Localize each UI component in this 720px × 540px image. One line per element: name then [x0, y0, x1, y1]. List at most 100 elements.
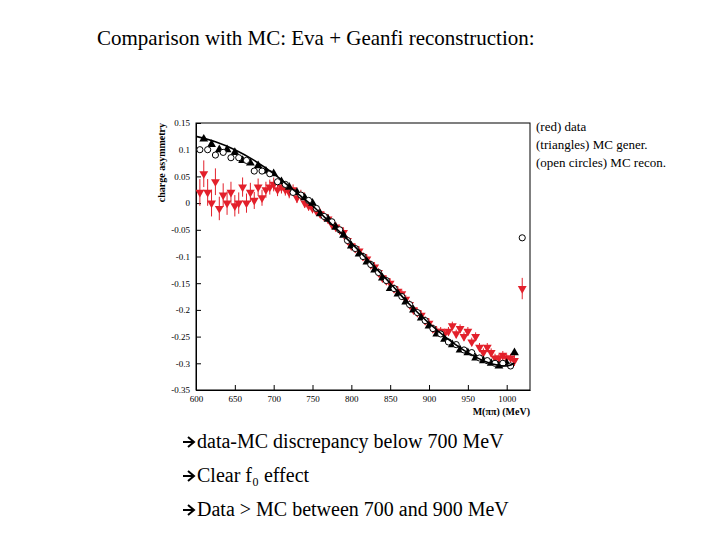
marker	[452, 331, 461, 339]
bullet-arrow	[183, 505, 194, 515]
marker	[471, 334, 480, 342]
marker	[236, 155, 242, 161]
tick-label: -0.1	[176, 252, 190, 262]
marker	[510, 348, 519, 356]
marker	[250, 198, 259, 206]
legend-entry: (red) data	[536, 119, 586, 134]
tick: -0.3	[176, 359, 201, 369]
tick-label: 0	[186, 198, 191, 208]
tick-label: -0.35	[171, 385, 190, 395]
marker	[242, 201, 251, 209]
marker	[220, 149, 226, 155]
axis-line	[197, 390, 531, 391]
tick-label: -0.3	[176, 359, 191, 369]
tick-label: -0.25	[171, 332, 190, 342]
plot-frame	[196, 123, 530, 390]
marker	[219, 193, 228, 201]
marker	[460, 334, 469, 342]
marker	[203, 190, 212, 198]
note: data-MC discrepancy below 700 MeV	[197, 430, 504, 453]
tick-label: -0.15	[171, 279, 190, 289]
marker	[456, 326, 465, 334]
tick: 650	[229, 385, 243, 404]
marker	[254, 185, 263, 193]
tick-label: 650	[229, 394, 243, 404]
marker	[243, 157, 249, 163]
tick: -0.1	[176, 252, 201, 262]
tick: -0.15	[171, 279, 201, 289]
tick: 0.15	[174, 118, 201, 128]
tick-mark	[468, 385, 469, 390]
marker	[197, 147, 203, 153]
tick-mark	[196, 363, 201, 364]
tick: 900	[423, 385, 437, 404]
tick-mark	[235, 385, 236, 390]
tick-mark	[429, 385, 430, 390]
tick-mark	[507, 385, 508, 390]
tick-label: -0.05	[171, 225, 190, 235]
marker	[207, 201, 216, 209]
plot-marks	[196, 134, 527, 369]
series	[196, 160, 527, 366]
note: Clear f₀ effect	[197, 464, 310, 486]
tick-label: 900	[423, 394, 437, 404]
tick-mark	[196, 123, 201, 124]
tick-label: 850	[384, 394, 398, 404]
legend-entry: (triangles) MC gener.	[536, 137, 648, 152]
marker	[251, 168, 257, 174]
tick: 700	[267, 385, 281, 404]
tick-label: 750	[306, 394, 320, 404]
tick: 750	[306, 385, 320, 404]
note: Data > MC between 700 and 900 MeV	[197, 498, 509, 520]
series	[197, 147, 526, 369]
tick: 950	[462, 385, 476, 404]
tick-mark	[196, 176, 201, 177]
tick-label: 1000	[498, 394, 516, 404]
marker	[274, 179, 280, 185]
marker	[246, 190, 255, 198]
series	[196, 136, 514, 366]
tick: 800	[345, 385, 359, 404]
tick-label: 0.05	[174, 172, 190, 182]
bullet-arrow	[183, 471, 194, 481]
tick-mark	[196, 230, 201, 231]
marker	[211, 179, 220, 187]
y-axis-title: charge asymmetry	[156, 123, 167, 202]
marker	[228, 155, 234, 161]
tick-mark	[351, 385, 352, 390]
tick-label: -0.2	[176, 305, 190, 315]
legend-entry: (open circles) MC recon.	[536, 155, 666, 170]
tick-label: 0.15	[174, 118, 190, 128]
title: Comparison with MC: Eva + Geanfi reconst…	[97, 26, 535, 50]
tick-mark	[196, 337, 201, 338]
tick: 0.05	[174, 172, 201, 182]
marker	[448, 323, 457, 331]
tick: 850	[384, 385, 398, 404]
bullet-arrow	[183, 437, 194, 447]
tick-mark	[274, 385, 275, 390]
tick-label: 0.1	[179, 145, 190, 155]
tick-mark	[196, 390, 201, 391]
tick-label: 800	[345, 394, 359, 404]
marker	[199, 171, 208, 179]
tick-label: 950	[462, 394, 476, 404]
marker	[205, 147, 211, 153]
tick: 1000	[498, 385, 516, 404]
marker	[518, 286, 527, 294]
tick: -0.25	[171, 332, 201, 342]
tick-mark	[313, 385, 314, 390]
marker	[238, 185, 247, 193]
marker	[467, 339, 476, 347]
marker	[463, 329, 472, 337]
tick-mark	[196, 283, 201, 284]
marker	[444, 329, 453, 337]
tick: 0	[186, 198, 202, 208]
marker	[259, 168, 265, 174]
marker	[519, 235, 525, 241]
tick: -0.35	[171, 385, 201, 395]
tick-label: 700	[267, 394, 281, 404]
marker	[196, 190, 204, 198]
marker	[227, 190, 236, 198]
x-axis-title: M(ππ) (MeV)	[473, 406, 530, 418]
marker	[215, 206, 224, 214]
